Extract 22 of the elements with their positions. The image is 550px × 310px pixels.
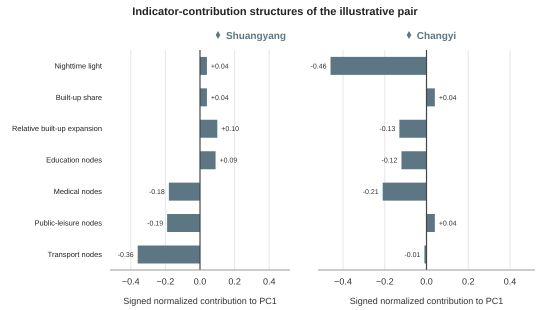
x-tick-label: −0.4 [334,276,352,286]
x-tick-label: 0.2 [228,276,241,286]
legend-label: Shuangyang [226,31,286,42]
x-tick-label: −0.2 [156,276,174,286]
x-axis-title: Signed normalized contribution to PC1 [350,296,504,306]
x-tick-label: 0.4 [504,276,516,286]
bar [167,214,200,232]
bar [168,182,200,201]
bar [200,120,218,138]
x-tick-label: −0.2 [376,276,394,286]
bar [200,151,216,170]
x-tick-label: −0.4 [122,276,140,286]
bar [200,56,207,75]
bar [200,88,207,106]
x-tick-label: 0.2 [462,276,474,286]
x-tick-label: 0.0 [420,276,433,286]
x-tick-label: 0.4 [262,276,276,286]
x-tick-label: 0.0 [194,276,206,286]
chart-title: Indicator-contribution structures of the illustrative pair [131,6,419,18]
x-axis-title: Signed normalized contribution to PC1 [123,296,277,306]
bar [138,245,200,264]
legend-label: Changyi [416,31,456,42]
